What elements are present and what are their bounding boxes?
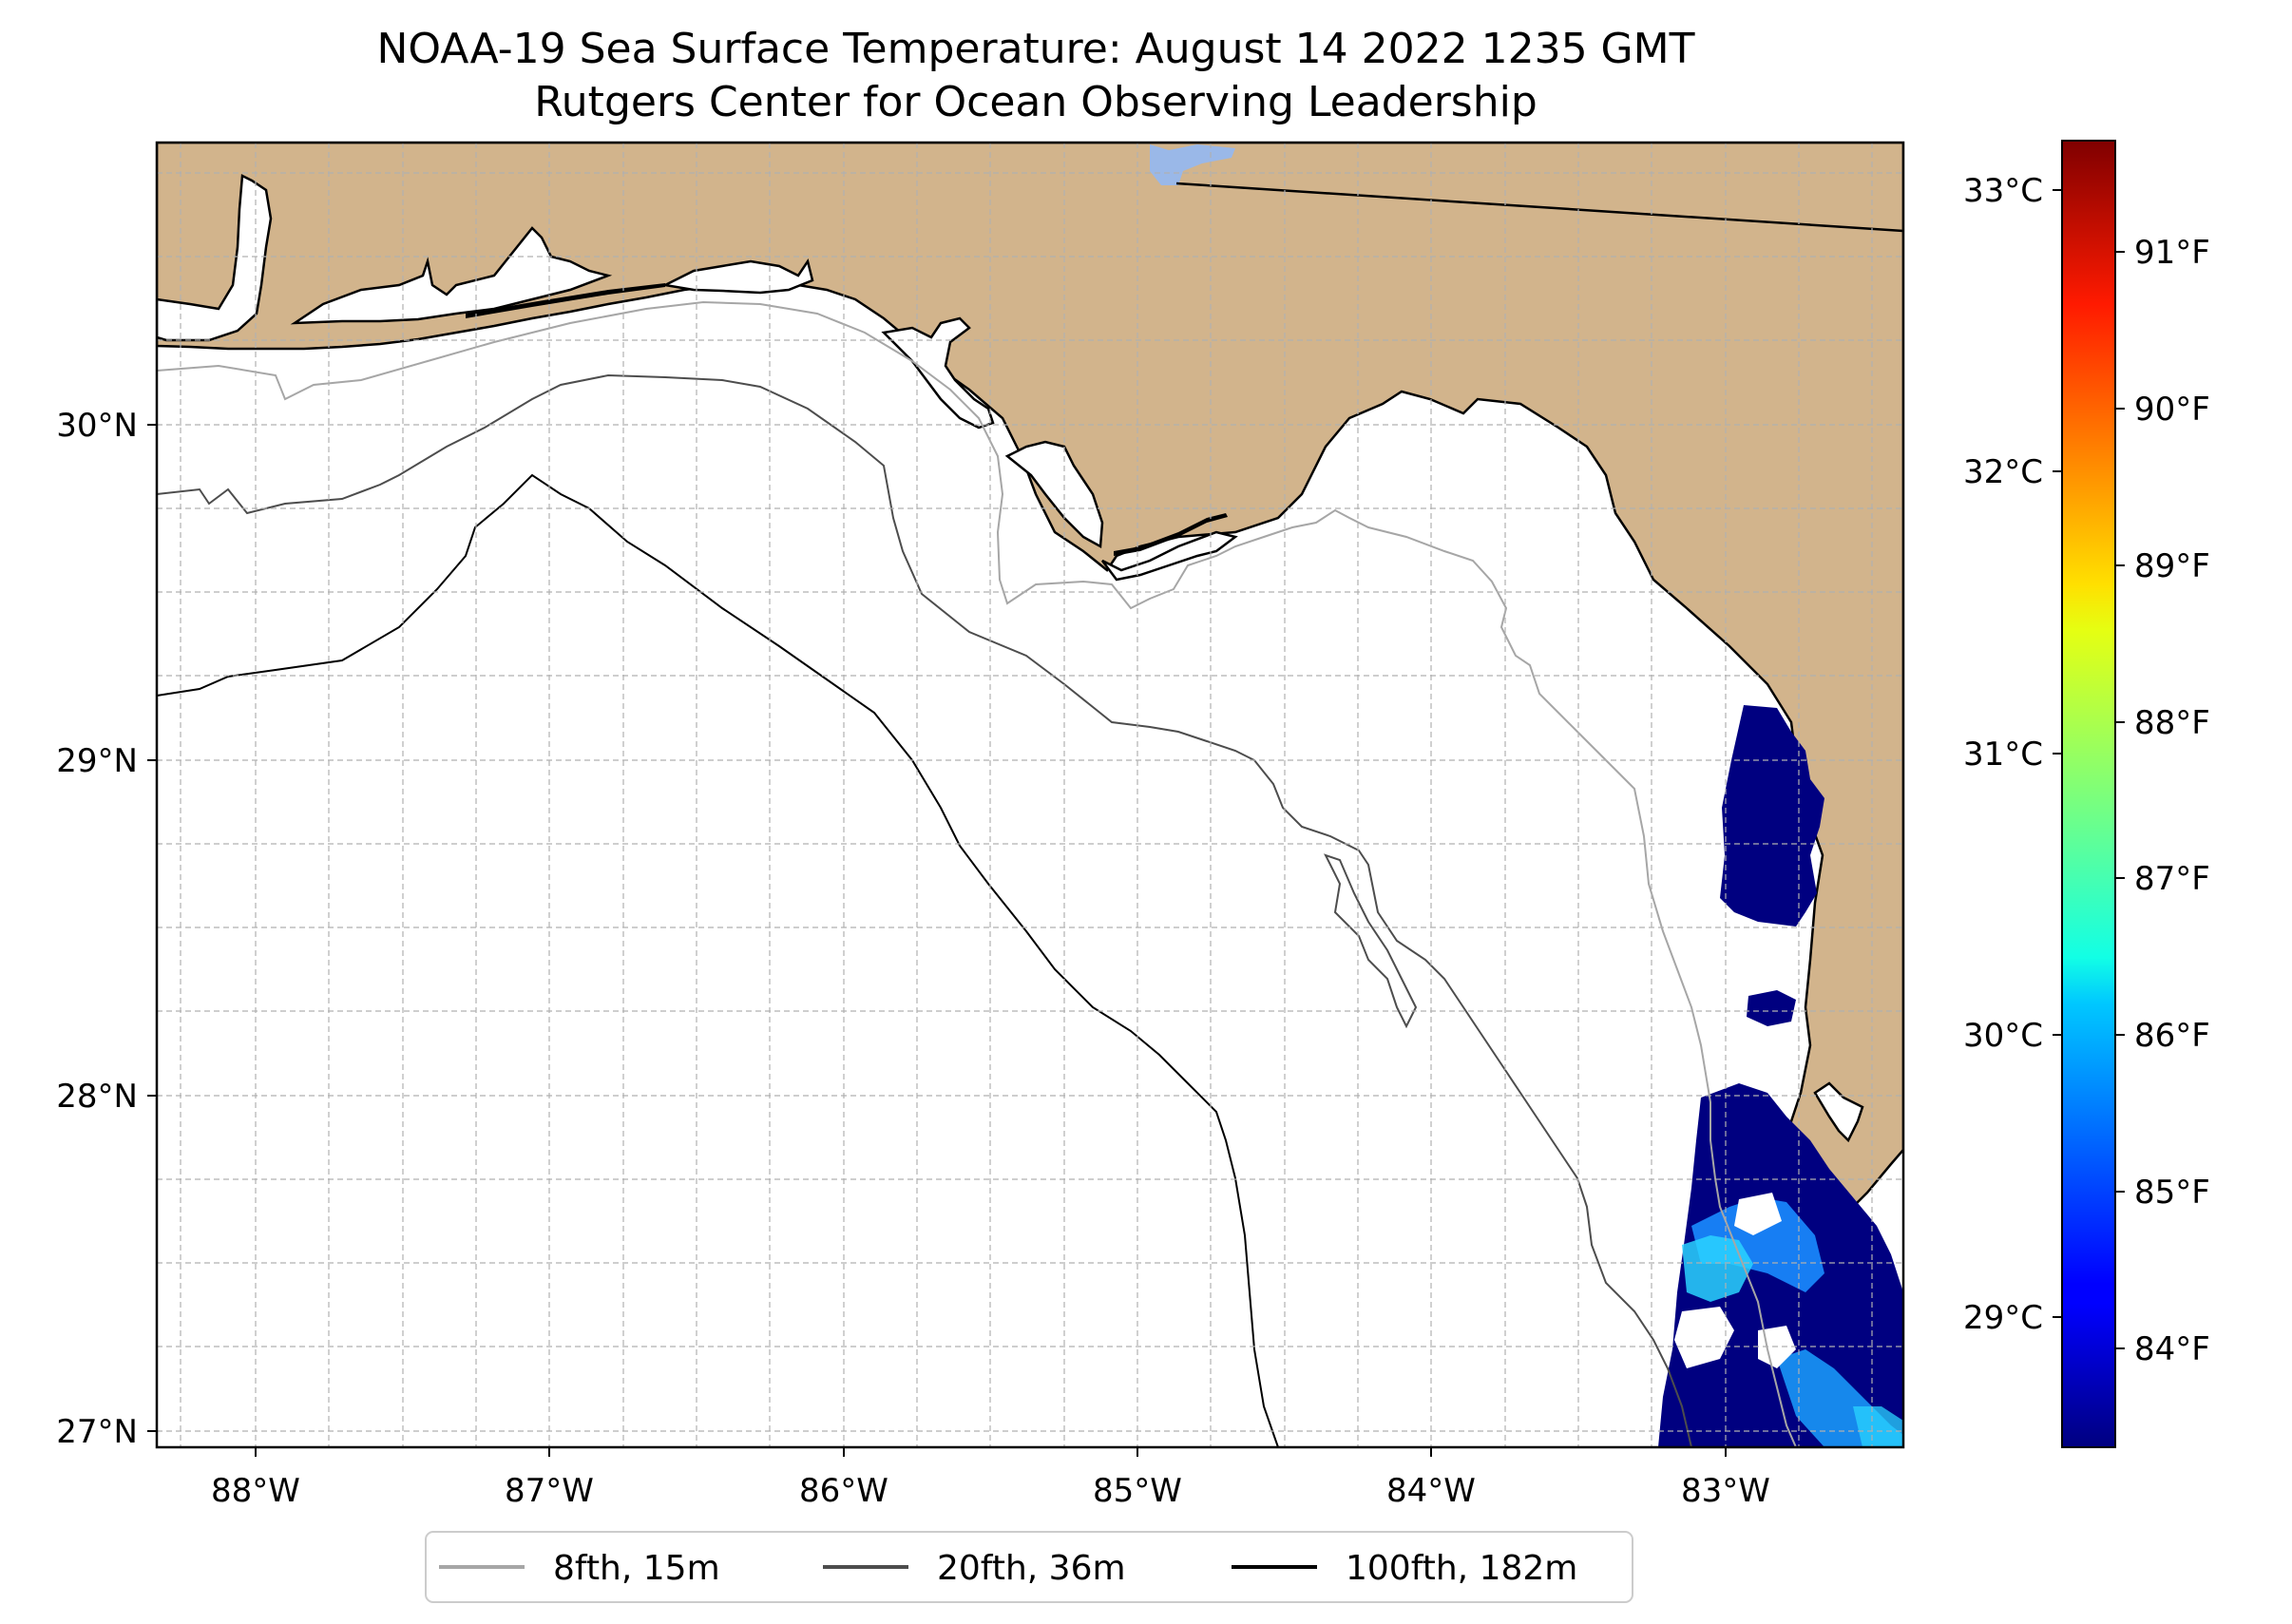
lon-label: 88°W: [211, 1472, 300, 1510]
apalachicola-bay: [1004, 440, 1104, 549]
st-joseph-bay: [881, 316, 995, 430]
lat-label: 30°N: [56, 407, 138, 445]
barrier-island: [1114, 513, 1228, 556]
latitude-labels: 30°N 29°N 28°N 27°N: [56, 407, 138, 1451]
colorbar-celsius-label: 33°C: [1963, 172, 2043, 210]
lon-label: 87°W: [505, 1472, 594, 1510]
land-area: [157, 143, 1903, 1447]
lon-label: 84°W: [1386, 1472, 1476, 1510]
colorbar-fahrenheit-label: 87°F: [2134, 860, 2210, 898]
map-gridlines: [157, 143, 1903, 1447]
lon-label: 86°W: [799, 1472, 888, 1510]
colorbar: 33°C 32°C 31°C 30°C 29°C 91°F 90°F 89°F …: [1963, 140, 2210, 1448]
isobath-100fth: [157, 473, 1279, 1447]
barrier-island: [466, 283, 665, 318]
tampa-bay: [1813, 1081, 1864, 1143]
lat-label: 28°N: [56, 1078, 138, 1116]
sst-patch-mid: [1747, 990, 1796, 1026]
figure-title-line2: Rutgers Center for Ocean Observing Leade…: [534, 78, 1538, 126]
colorbar-fahrenheit-label: 88°F: [2134, 704, 2210, 742]
lat-label: 27°N: [56, 1413, 138, 1451]
colorbar-fahrenheit-label: 85°F: [2134, 1174, 2210, 1212]
st-andrew-bay: [661, 258, 814, 295]
legend-label-20fth: 20fth, 36m: [937, 1549, 1126, 1588]
figure-title-line1: NOAA-19 Sea Surface Temperature: August …: [377, 25, 1695, 73]
colorbar-fahrenheit-label: 91°F: [2134, 234, 2210, 272]
colorbar-celsius-label: 29°C: [1963, 1299, 2043, 1337]
choctawhatchee-bay: [290, 226, 613, 325]
sst-warm-streak: [1682, 1235, 1753, 1302]
colorbar-fahrenheit-label: 86°F: [2134, 1017, 2210, 1055]
legend-label-100fth: 100fth, 182m: [1346, 1549, 1577, 1588]
sst-warm-streak: [1853, 1406, 1903, 1447]
colorbar-celsius-label: 30°C: [1963, 1017, 2043, 1055]
isobath-20fth: [1324, 853, 1418, 1029]
colorbar-celsius-label: 32°C: [1963, 453, 2043, 491]
lon-label: 83°W: [1681, 1472, 1770, 1510]
legend-box: [425, 1531, 1633, 1603]
lake-seminole: [1150, 144, 1235, 185]
big-bend-coast-shallows: [1101, 530, 1238, 582]
colorbar-fahrenheit-label: 89°F: [2134, 547, 2210, 585]
isobath-legend: 8fth, 15m 20fth, 36m 100fth, 182m: [425, 1531, 1633, 1603]
isobath-20fth: [157, 373, 1692, 1447]
map-tick-marks: [147, 424, 1727, 1457]
longitude-labels: 88°W 87°W 86°W 85°W 84°W 83°W: [211, 1472, 1770, 1510]
legend-label-8fth: 8fth, 15m: [553, 1549, 720, 1588]
lat-label: 29°N: [56, 742, 138, 780]
lon-label: 85°W: [1093, 1472, 1182, 1510]
sst-gap: [1674, 1307, 1734, 1368]
map-frame: [155, 141, 1905, 1449]
colorbar-gradient: [2061, 140, 2116, 1448]
colorbar-fahrenheit-label: 90°F: [2134, 391, 2210, 429]
colorbar-ticks: [2053, 189, 2125, 1349]
colorbar-fahrenheit-label: 84°F: [2134, 1330, 2210, 1368]
map-panel: [157, 143, 1903, 1447]
sst-gap: [1734, 1193, 1782, 1235]
colorbar-celsius-label: 31°C: [1963, 736, 2043, 774]
state-boundary-line: [1175, 182, 1903, 233]
